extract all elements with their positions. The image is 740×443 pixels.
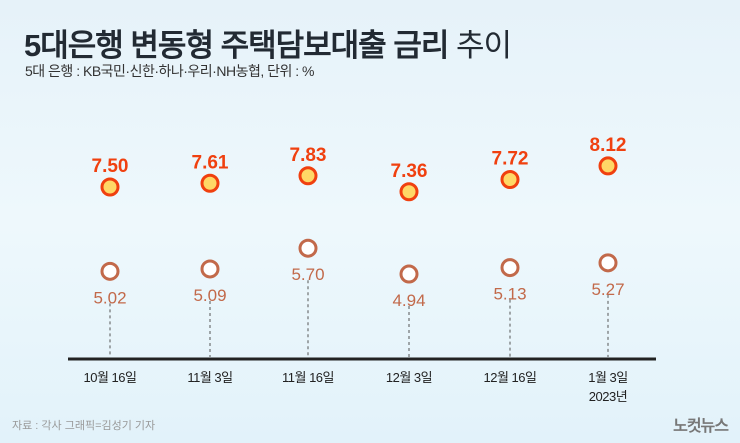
- x-tick-sublabel: 2023년: [589, 389, 627, 404]
- min-point: [399, 264, 419, 284]
- x-tick-label: 12월 16일: [484, 370, 537, 385]
- max-point: [200, 173, 220, 193]
- logo: 노컷뉴스: [673, 418, 729, 435]
- x-tick-label: 10월 16일: [84, 370, 137, 385]
- max-label: 8.12: [590, 135, 627, 156]
- max-point: [500, 170, 520, 190]
- max-label: 7.61: [192, 152, 229, 173]
- min-point: [298, 238, 318, 258]
- x-tick-label: 11월 16일: [282, 370, 334, 385]
- min-label: 5.09: [193, 286, 226, 305]
- min-label: 5.13: [493, 285, 526, 304]
- x-tick-label: 12월 3일: [386, 370, 432, 385]
- min-label: 5.27: [591, 280, 624, 299]
- title-light: 추이: [455, 28, 512, 63]
- chart-title: 5대은행 변동형 주택담보대출 금리 추이: [24, 20, 512, 65]
- min-label: 5.02: [93, 288, 126, 307]
- min-point: [100, 261, 120, 281]
- min-point: [500, 258, 520, 278]
- x-tick-label: 11월 3일: [187, 370, 232, 385]
- max-point: [298, 166, 318, 186]
- max-point: [399, 182, 419, 202]
- max-point: [598, 156, 618, 176]
- max-label: 7.72: [492, 149, 529, 170]
- source-credit: 자료 : 각사 그래픽=김성기 기자: [12, 420, 156, 432]
- subtitle: 5대 은행 : KB국민·신한·하나·우리·NH농협, 단위 : %: [25, 63, 315, 79]
- min-label: 4.94: [392, 291, 425, 310]
- min-point: [200, 259, 220, 279]
- max-label: 7.50: [92, 156, 129, 177]
- max-point: [100, 177, 120, 197]
- max-label: 7.36: [391, 161, 428, 182]
- max-label: 7.83: [290, 145, 327, 166]
- x-tick-label: 1월 3일: [588, 370, 628, 385]
- min-label: 5.70: [291, 265, 324, 284]
- min-point: [598, 253, 618, 273]
- title-bold: 5대은행 변동형 주택담보대출 금리: [24, 28, 449, 63]
